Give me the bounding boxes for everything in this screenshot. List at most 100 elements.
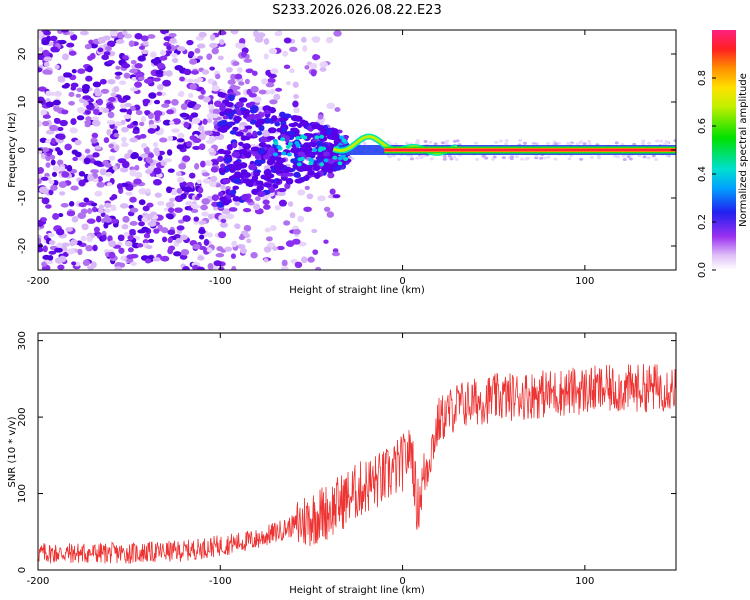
spectrogram-cell	[654, 157, 659, 161]
spectrogram-cell	[179, 254, 188, 260]
spectrogram-cell	[186, 182, 194, 187]
spectrogram-cell	[170, 188, 178, 196]
spectrogram-cell	[241, 109, 249, 116]
spectrogram-cell	[106, 128, 112, 136]
spectrogram-cell	[258, 142, 267, 148]
spectrogram-cell	[452, 155, 457, 159]
spectrogram-cell	[165, 201, 175, 208]
spectrogram-cell	[129, 166, 135, 171]
spectrogram-cell	[309, 63, 318, 69]
spectrogram-cell	[39, 137, 47, 143]
spectrogram-cell	[287, 141, 293, 146]
spectrogram-cell	[296, 162, 302, 167]
spectrogram-cell	[60, 30, 69, 33]
spectrogram-cell	[292, 238, 301, 245]
spectrogram-cell	[217, 155, 225, 163]
spectrogram-cell	[266, 135, 276, 141]
spectrogram-cell	[115, 39, 125, 44]
spectrogram-cell	[177, 46, 186, 52]
spectrogram-cell	[118, 247, 125, 254]
spectrogram-cell	[45, 162, 51, 168]
spectrogram-cell	[176, 187, 183, 194]
spectrogram-cell	[440, 141, 445, 145]
spectrogram-cell	[50, 159, 56, 166]
spectrogram-cell	[510, 155, 515, 159]
spectrogram-cell	[259, 137, 267, 143]
spectrogram-cell	[140, 49, 149, 55]
spectrogram-cell	[103, 137, 110, 144]
spectrogram-cell	[283, 135, 290, 143]
spectrogram-cell	[276, 190, 286, 197]
spectrogram-cell	[64, 143, 72, 151]
spectrogram-cell	[484, 156, 489, 160]
spectrogram-cell	[316, 156, 323, 164]
spectrogram-cell	[169, 120, 175, 126]
spectrogram-cell	[253, 96, 262, 103]
spectrogram-cell	[433, 142, 438, 146]
colorbar-tick-label: 0.2	[697, 214, 708, 230]
spectrogram-cell	[251, 188, 259, 195]
spectrogram-cell	[311, 36, 321, 42]
spectrogram-cell	[282, 50, 289, 57]
spectrogram-cell	[319, 162, 325, 167]
spectrogram-cell	[322, 151, 330, 157]
spectrogram-cell	[86, 218, 96, 224]
spectrogram-cell	[71, 261, 77, 266]
spectrogram-cell	[71, 68, 77, 74]
spectrogram-cell	[243, 151, 252, 158]
spectrogram-cell	[127, 247, 134, 253]
spectrogram-cell	[490, 157, 495, 161]
spectrogram-cell	[404, 141, 409, 145]
spectrogram-cell	[52, 165, 60, 172]
spectrogram-cell	[41, 49, 50, 57]
spectrogram-cell	[108, 97, 116, 103]
spectrogram-cell	[48, 250, 57, 255]
spectrogram-cell	[149, 51, 157, 58]
spectrogram-cell	[78, 202, 87, 208]
spectrogram-cell	[176, 138, 185, 143]
spectrogram-cell	[49, 124, 58, 132]
spectrogram-cell	[252, 130, 258, 138]
spectrogram-cell	[207, 232, 213, 238]
spectrogram-cell	[146, 213, 153, 221]
spectrogram-cell	[264, 227, 271, 233]
spectrogram-cell	[326, 166, 334, 174]
spectrogram-cell	[285, 177, 294, 185]
spectrogram-cell	[140, 35, 149, 42]
spectrogram-cell	[145, 188, 151, 193]
spectrogram-cell	[210, 175, 218, 182]
spectrogram-cell	[121, 63, 131, 69]
spectrogram-cell	[79, 30, 89, 36]
spectrogram-cell	[113, 121, 123, 127]
spectrogram-cell	[230, 73, 237, 81]
spectrogram-cell	[121, 126, 129, 133]
spectrogram-cell	[141, 226, 149, 233]
spectrogram-cell	[109, 196, 115, 201]
spectrogram-cell	[63, 72, 71, 78]
spectrogram-cell	[118, 234, 125, 241]
spectrogram-cell	[494, 140, 499, 144]
spectrogram-cell	[524, 157, 529, 161]
spectrogram-cell	[218, 266, 225, 270]
spectrogram-cell	[50, 137, 56, 145]
spectrogram-cell	[314, 172, 321, 179]
spectrogram-cell	[622, 158, 627, 162]
spectrogram-cell	[214, 131, 221, 137]
spectrogram-cell	[142, 205, 150, 212]
spectrogram-cell	[102, 35, 111, 41]
spectrogram-cell	[196, 266, 205, 270]
spectrogram-cell	[38, 46, 44, 52]
spectrogram-cell	[179, 76, 185, 82]
spectrogram-cell	[126, 257, 134, 264]
spectrogram-cell	[321, 146, 327, 151]
spectrogram-cell	[212, 265, 219, 270]
spectrogram-cell	[209, 180, 217, 188]
spectrogram-cell	[126, 108, 132, 116]
spectrogram-cell	[190, 203, 198, 209]
spectrogram-cell	[45, 90, 52, 97]
spectrogram-cell	[49, 35, 58, 42]
spectrogram-cell	[74, 139, 82, 146]
snr-frame	[37, 332, 677, 571]
spectrogram-cell	[504, 142, 509, 146]
spectrogram-cell	[180, 234, 188, 241]
